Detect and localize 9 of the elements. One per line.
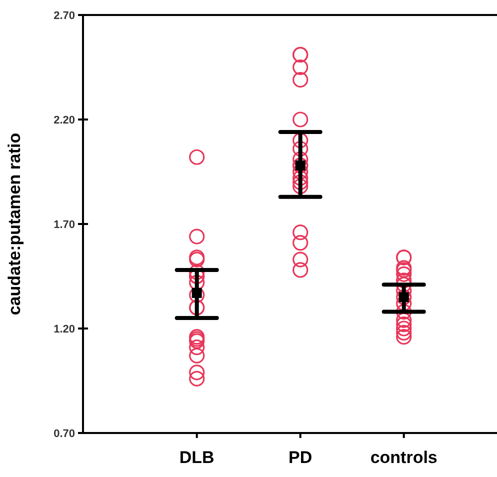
y-tick-label: 2.20: [54, 114, 75, 126]
y-tick-label: 1.20: [54, 323, 75, 336]
y-axis-title: caudate:putamen ratio: [5, 132, 24, 316]
x-tick-label: PD: [288, 448, 312, 467]
y-tick-label: 1.70: [54, 218, 75, 231]
y-tick-label: 2.70: [54, 10, 75, 22]
y-tick-label: 0.70: [54, 428, 75, 440]
x-tick-label: controls: [370, 448, 438, 467]
x-tick-label: DLB: [179, 448, 214, 467]
